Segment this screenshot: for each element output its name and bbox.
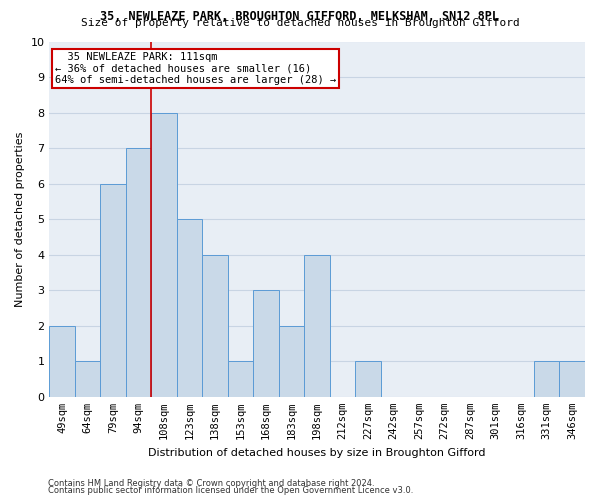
Bar [100, 184, 126, 397]
Text: 35, NEWLEAZE PARK, BROUGHTON GIFFORD, MELKSHAM, SN12 8PL: 35, NEWLEAZE PARK, BROUGHTON GIFFORD, ME… [101, 10, 499, 23]
Bar [75, 362, 100, 397]
Text: Contains public sector information licensed under the Open Government Licence v3: Contains public sector information licen… [48, 486, 413, 495]
Text: Size of property relative to detached houses in Broughton Gifford: Size of property relative to detached ho… [80, 18, 520, 28]
Bar [279, 326, 304, 397]
Bar [304, 254, 330, 397]
Bar [49, 326, 75, 397]
X-axis label: Distribution of detached houses by size in Broughton Gifford: Distribution of detached houses by size … [148, 448, 486, 458]
Bar [177, 219, 202, 397]
Bar [534, 362, 559, 397]
Bar [126, 148, 151, 397]
Bar [228, 362, 253, 397]
Y-axis label: Number of detached properties: Number of detached properties [15, 132, 25, 307]
Bar [151, 112, 177, 397]
Bar [355, 362, 381, 397]
Text: 35 NEWLEAZE PARK: 111sqm
← 36% of detached houses are smaller (16)
64% of semi-d: 35 NEWLEAZE PARK: 111sqm ← 36% of detach… [55, 52, 336, 86]
Text: Contains HM Land Registry data © Crown copyright and database right 2024.: Contains HM Land Registry data © Crown c… [48, 478, 374, 488]
Bar [253, 290, 279, 397]
Bar [559, 362, 585, 397]
Bar [202, 254, 228, 397]
